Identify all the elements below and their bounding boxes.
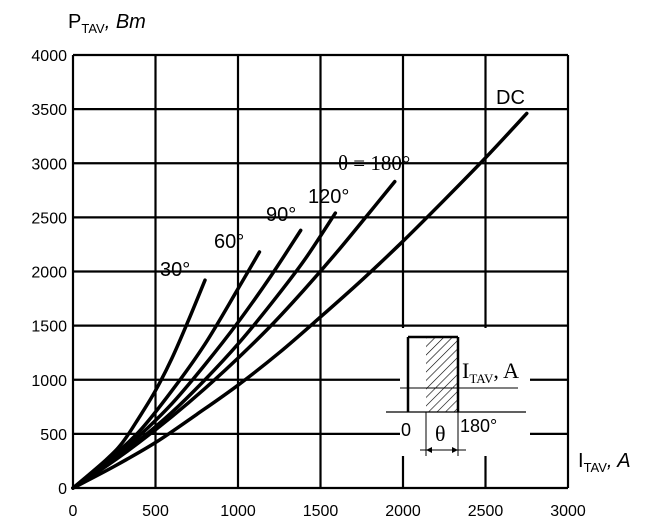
series-curves [71, 111, 529, 490]
y-tick-label-3500: 3500 [31, 102, 67, 119]
x-tick-label-2000: 2000 [385, 503, 421, 520]
y-tick-label-1500: 1500 [31, 319, 67, 336]
conduction-pulse [426, 337, 458, 412]
x-tick-labels: 0 500 1000 1500 2000 2500 3000 [69, 503, 586, 520]
x-tick-label-2500: 2500 [468, 503, 504, 520]
series-label-30: 30° [160, 259, 190, 281]
series-label-90: 90° [266, 204, 296, 226]
y-tick-label-4000: 4000 [31, 48, 67, 65]
series-label-180: θ = 180° [338, 151, 410, 175]
series-curve-3 [71, 211, 338, 490]
x-tick-label-3000: 3000 [550, 503, 586, 520]
y-tick-label-500: 500 [40, 427, 67, 444]
y-axis-title: PTAV, Bm [68, 11, 146, 36]
x-tick-label-1500: 1500 [303, 503, 339, 520]
y-tick-label-2500: 2500 [31, 210, 67, 227]
series-curve-0 [71, 278, 207, 490]
waveform-inset: ITAV, A 0 θ 180° [386, 328, 530, 456]
y-tick-label-3000: 3000 [31, 156, 67, 173]
series-curve-5 [71, 111, 529, 490]
y-tick-label-1000: 1000 [31, 373, 67, 390]
grid [71, 53, 570, 490]
inset-angle-label: 180° [460, 416, 497, 436]
series-label-60: 60° [214, 231, 244, 253]
y-tick-label-2000: 2000 [31, 265, 67, 282]
x-tick-label-0: 0 [69, 503, 78, 520]
series-label-120: 120° [308, 186, 349, 208]
x-tick-label-1000: 1000 [220, 503, 256, 520]
x-tick-label-500: 500 [142, 503, 169, 520]
y-tick-label-0: 0 [58, 481, 67, 498]
series-curve-4 [71, 179, 397, 490]
inset-current-label: ITAV, A [462, 358, 519, 386]
series-label-dc: DC [496, 87, 525, 109]
y-tick-labels: 0 500 1000 1500 2000 2500 3000 3500 4000 [31, 48, 67, 498]
inset-theta-label: θ [435, 421, 446, 446]
inset-zero-label: 0 [401, 420, 411, 440]
x-axis-title: ITAV, A [578, 450, 631, 475]
